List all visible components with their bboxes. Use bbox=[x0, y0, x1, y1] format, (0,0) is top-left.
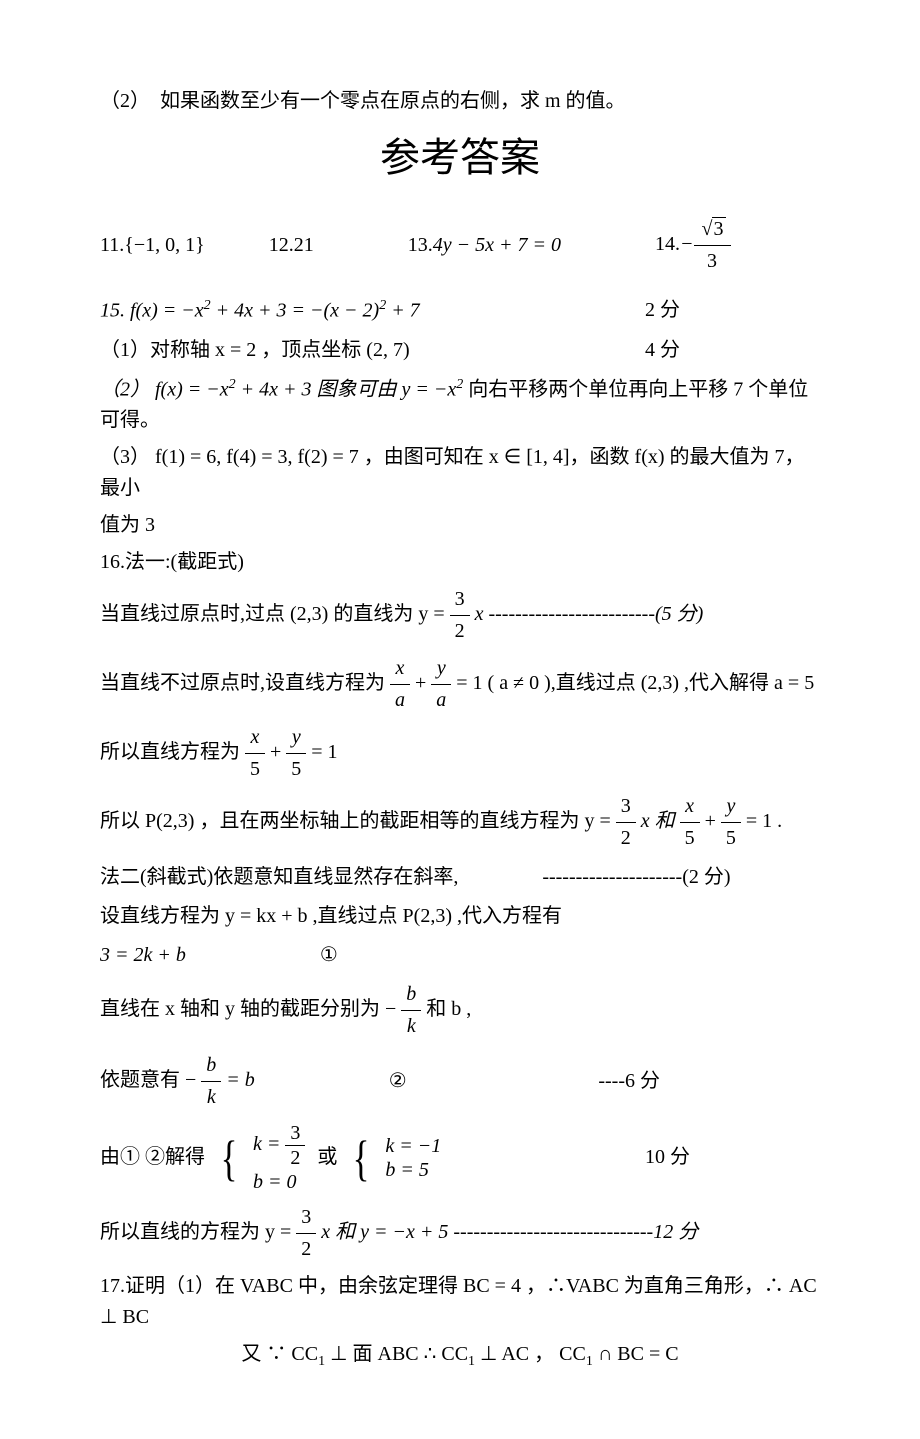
a15-pts2: 4 分 bbox=[645, 335, 680, 366]
a16-m2-l1: 设直线方程为 y = kx + b ,直线过点 P(2,3) ,代入方程有 bbox=[100, 901, 820, 932]
a16-m2-eq1: 3 = 2k + b ① bbox=[100, 940, 820, 971]
a15-line4: （3） f(1) = 6, f(4) = 3, f(2) = 7 ，由图可知在 … bbox=[100, 442, 820, 504]
a16-m1-l4: 所以 P(2,3) ，且在两坐标轴上的截距相等的直线方程为 y = 32 x 和… bbox=[100, 791, 820, 854]
a15-line4b: 值为 3 bbox=[100, 510, 820, 541]
a17-l2: 又 ∵ CC1 ⊥ 面 ABC ∴ CC1 ⊥ AC ， CC1 ∩ BC = … bbox=[100, 1339, 820, 1373]
ans14: 14.−33 bbox=[655, 214, 730, 277]
a16-m2-l2: 直线在 x 轴和 y 轴的截距分别为 − bk 和 b , bbox=[100, 979, 820, 1042]
answers-title: 参考答案 bbox=[100, 127, 820, 189]
answers-11-14-row: 11.{−1, 0, 1} 12.21 13.4y − 5x + 7 = 0 1… bbox=[100, 214, 820, 277]
a15-pts1: 2 分 bbox=[645, 295, 680, 326]
ans11: 11.{−1, 0, 1} bbox=[100, 230, 205, 261]
a15-line1: 15. f(x) = −x2 + 4x + 3 = −(x − 2)2 + 7 … bbox=[100, 295, 820, 327]
a16-m1-l2: 当直线不过原点时,设直线方程为 xa + ya = 1 ( a ≠ 0 ),直线… bbox=[100, 653, 820, 716]
a16-m2-l5: 所以直线的方程为 y = 32 x 和 y = −x + 5 ---------… bbox=[100, 1202, 820, 1265]
question-2-text: （2） 如果函数至少有一个零点在原点的右侧，求 m 的值。 bbox=[100, 86, 820, 117]
a15-line3: （2） f(x) = −x2 + 4x + 3 图象可由 y = −x2 向右平… bbox=[100, 374, 820, 437]
a16-m2-pts1: ---------------------(2 分) bbox=[542, 862, 730, 893]
a16-m1-l3: 所以直线方程为 x5 + y5 = 1 bbox=[100, 722, 820, 785]
a16-m2-l4: 由① ②解得 { k = 32 b = 0 或 { k = −1 b = 5 1… bbox=[100, 1121, 820, 1194]
a17-l1: 17.证明（1）在 VABC 中，由余弦定理得 BC = 4 ，∴VABC 为直… bbox=[100, 1271, 820, 1333]
ans12: 12.21 bbox=[269, 230, 314, 261]
a16-m2-pts2: ----6 分 bbox=[598, 1066, 660, 1097]
a16-m2-l3: 依题意有 − bk = b ② ----6 分 bbox=[100, 1050, 820, 1113]
a16-m2-pts3: 10 分 bbox=[645, 1142, 690, 1173]
ans13: 13.4y − 5x + 7 = 0 bbox=[408, 230, 561, 261]
a16-m2-head: 法二(斜截式)依题意知直线显然存在斜率, -------------------… bbox=[100, 862, 820, 893]
a16-m1-l1: 当直线过原点时,过点 (2,3) 的直线为 y = 32 x ---------… bbox=[100, 584, 820, 647]
a16-m1-head: 16.法一:(截距式) bbox=[100, 547, 820, 578]
a15-line2: （1）对称轴 x = 2 ，顶点坐标 (2, 7) 4 分 bbox=[100, 335, 820, 366]
